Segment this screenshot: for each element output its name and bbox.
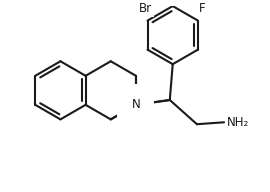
Text: N: N	[131, 98, 140, 111]
Text: F: F	[198, 2, 205, 15]
Text: NH₂: NH₂	[227, 116, 249, 129]
Text: Br: Br	[139, 2, 152, 15]
